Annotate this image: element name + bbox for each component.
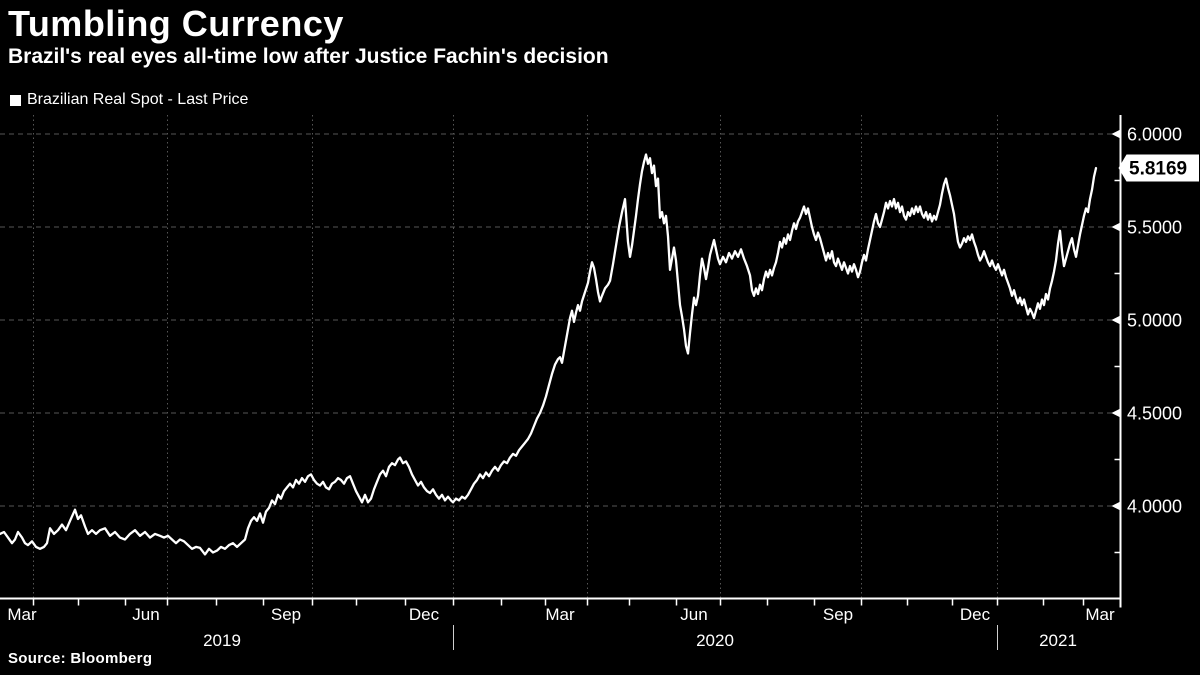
y-axis-label: 5.0000 — [1127, 311, 1182, 331]
y-axis-major-tick — [1111, 408, 1121, 418]
legend-label: Brazilian Real Spot - Last Price — [27, 91, 249, 108]
legend-square-icon — [10, 94, 21, 106]
x-axis-month-label: Sep — [823, 605, 853, 624]
price-line — [0, 153, 1098, 556]
last-price-label: 5.8169 — [1129, 159, 1187, 180]
y-axis-major-tick — [1111, 129, 1121, 139]
y-axis-label: 5.5000 — [1127, 218, 1182, 238]
x-axis-year-label: 2020 — [696, 631, 734, 650]
x-axis-year-label: 2019 — [203, 631, 241, 650]
x-axis-month-label: Mar — [1085, 605, 1115, 624]
x-axis-month-label: Mar — [545, 605, 575, 624]
x-axis-year-label: 2021 — [1039, 631, 1077, 650]
y-axis-major-tick — [1111, 222, 1121, 232]
y-axis-major-tick — [1111, 501, 1121, 511]
page-title: Tumbling Currency — [8, 3, 344, 44]
x-axis-month-label: Dec — [409, 605, 440, 624]
x-axis-month-label: Jun — [680, 605, 707, 624]
x-axis-month-label: Mar — [7, 605, 37, 624]
page-subtitle: Brazil's real eyes all-time low after Ju… — [8, 45, 609, 68]
y-axis-label: 4.0000 — [1127, 497, 1182, 517]
x-axis-month-label: Dec — [960, 605, 991, 624]
legend: Brazilian Real Spot - Last Price — [10, 91, 248, 109]
x-axis-month-label: Jun — [132, 605, 159, 624]
y-axis-major-tick — [1111, 315, 1121, 325]
y-axis-label: 4.5000 — [1127, 404, 1182, 424]
x-axis-month-label: Sep — [271, 605, 301, 624]
source-label: Source: Bloomberg — [8, 650, 153, 667]
y-axis-label: 6.0000 — [1127, 125, 1182, 145]
last-price-flag — [1118, 154, 1199, 182]
